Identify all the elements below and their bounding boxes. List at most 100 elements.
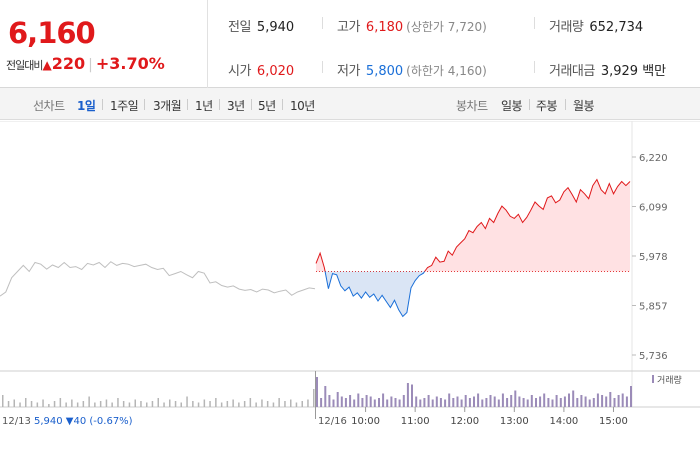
divider [251, 99, 252, 110]
volume-bar [444, 399, 447, 407]
volume-bar [226, 401, 229, 407]
prev-day-summary: 5,940 ▼40 (-0.67%) [34, 416, 133, 427]
divider [565, 99, 566, 110]
divider [219, 99, 220, 110]
volume-bar [452, 398, 455, 407]
volume-bar [284, 401, 286, 407]
volume-bar [192, 401, 194, 407]
volume-bar [36, 402, 39, 407]
volume-bar [394, 398, 397, 407]
volume-bar [568, 393, 570, 407]
divider: | [88, 57, 93, 73]
volume-bar [316, 377, 318, 407]
range-1week[interactable]: 1주일 [110, 99, 139, 113]
volume-bar [353, 399, 356, 407]
volume-bar [25, 398, 27, 407]
volume-bar [65, 402, 67, 407]
range-daily[interactable]: 일봉 [501, 99, 523, 113]
low-value: 5,800 [365, 64, 404, 79]
volume-bar [630, 386, 632, 407]
volume-bar [555, 395, 558, 407]
volume-bar [398, 399, 401, 407]
current-price: 6,160 [8, 16, 96, 50]
volume-bar [243, 401, 246, 407]
upper-limit: (상한가 7,720) [406, 20, 487, 34]
volume-bar [460, 399, 463, 407]
volume-bar [497, 399, 500, 407]
range-monthly[interactable]: 월봉 [573, 99, 595, 113]
volume-bar [526, 399, 529, 407]
volume-bar [584, 396, 587, 407]
volume-bar [290, 399, 292, 407]
volume-bar [157, 398, 159, 407]
volume-legend-label: 거래량 [657, 374, 682, 386]
divider [529, 99, 530, 110]
volume-bar [435, 396, 438, 407]
volume-bar [186, 396, 188, 407]
volume-bar [382, 393, 385, 407]
volume-bar [481, 399, 484, 407]
volume-bar [473, 396, 475, 407]
volume-bar [340, 396, 343, 407]
volume-bar [601, 395, 604, 407]
volume-bar [19, 402, 21, 407]
up-area [424, 179, 630, 272]
range-3month[interactable]: 3개월 [153, 99, 182, 113]
volume-bar [336, 392, 339, 407]
volume-bar [169, 399, 171, 407]
y-tick-label: 6,099 [639, 203, 668, 214]
volume-bar [272, 402, 275, 407]
x-tick-label: 10:00 [351, 416, 380, 427]
volume-bar [140, 401, 142, 407]
volume-bar [378, 398, 380, 407]
volume-bar [468, 398, 471, 407]
volume-bar [203, 399, 206, 407]
volume-bar [605, 396, 608, 407]
range-5year[interactable]: 5년 [258, 99, 276, 113]
volume-bar [501, 393, 504, 407]
volume-bar [278, 398, 280, 407]
volume-bar [151, 401, 154, 407]
change-percent: +3.70% [95, 54, 165, 73]
y-tick-label: 5,736 [639, 351, 668, 362]
amount-label: 거래대금 [549, 64, 595, 79]
volume-bar [128, 402, 131, 407]
down-series [324, 271, 426, 318]
y-tick-label: 5,978 [639, 252, 668, 263]
open-label: 시가 [228, 64, 251, 79]
volume-label: 거래량 [549, 20, 584, 35]
volume-bar [134, 399, 136, 407]
x-tick-label: 14:00 [549, 416, 578, 427]
volume-bar [261, 399, 263, 407]
range-1year[interactable]: 1년 [195, 99, 213, 113]
volume-bar [427, 395, 430, 407]
volume-bar [117, 398, 119, 407]
range-1day[interactable]: 1일 [77, 99, 96, 113]
range-3year[interactable]: 3년 [227, 99, 245, 113]
volume-bar [215, 398, 217, 407]
y-tick-label: 6,220 [639, 153, 668, 164]
volume-bar [76, 402, 79, 407]
volume-bar [592, 398, 595, 407]
volume-bar [431, 399, 434, 407]
divider [187, 99, 188, 110]
volume-bar [320, 398, 323, 407]
range-10year[interactable]: 10년 [290, 99, 315, 113]
range-weekly[interactable]: 주봉 [536, 99, 558, 113]
open-value: 6,020 [256, 64, 295, 79]
volume-bar [105, 399, 108, 407]
up-series [424, 178, 631, 272]
volume-bar [332, 399, 335, 407]
volume-bar [506, 398, 509, 407]
divider [322, 61, 323, 73]
volume-bar [180, 402, 182, 407]
volume-bar [197, 402, 200, 407]
line-chart-label: 선차트 [33, 99, 65, 113]
volume-bar [82, 401, 85, 407]
price-chart[interactable]: 6,220 6,099 5,978 5,857 5,736 거래량 12/13 5,940 ▼… [0, 121, 700, 450]
volume-bar [596, 393, 599, 407]
volume-bar [625, 396, 628, 407]
volume-bar [238, 402, 240, 407]
volume-bar [464, 395, 467, 407]
x-tick-label: 13:00 [500, 416, 529, 427]
